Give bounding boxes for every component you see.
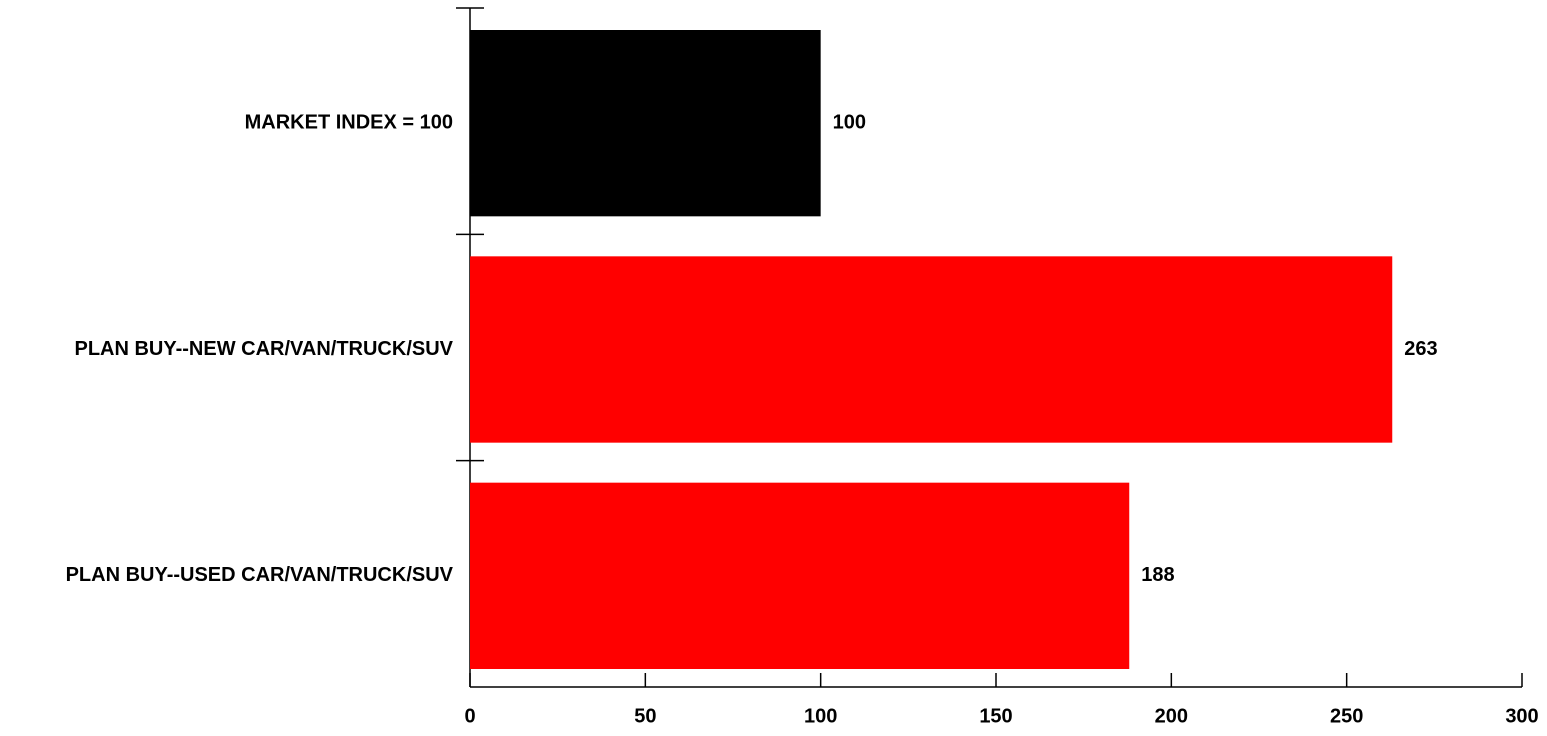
category-labels: MARKET INDEX = 100 PLAN BUY--NEW CAR/VAN/… [66, 111, 454, 586]
bar [470, 482, 1130, 669]
x-tick-label: 250 [1330, 705, 1363, 727]
x-tick-label: 100 [804, 705, 837, 727]
value-label: 100 [833, 111, 866, 133]
x-ticks: 0 50 100 150 200 250 300 [464, 673, 1539, 727]
bar [470, 256, 1393, 443]
category-label: PLAN BUY--USED CAR/VAN/TRUCK/SUV [66, 564, 454, 586]
category-label: PLAN BUY--NEW CAR/VAN/TRUCK/SUV [74, 338, 453, 360]
x-tick-label: 50 [634, 705, 656, 727]
value-labels: 100 263 188 [833, 111, 1438, 586]
x-tick-label: 0 [464, 705, 475, 727]
value-label: 188 [1141, 564, 1174, 586]
x-tick-label: 150 [979, 705, 1012, 727]
x-tick-label: 200 [1155, 705, 1188, 727]
bars-group [470, 30, 1393, 669]
x-tick-label: 300 [1505, 705, 1538, 727]
category-label: MARKET INDEX = 100 [245, 111, 453, 133]
bar [470, 30, 821, 217]
value-label: 263 [1404, 338, 1437, 360]
